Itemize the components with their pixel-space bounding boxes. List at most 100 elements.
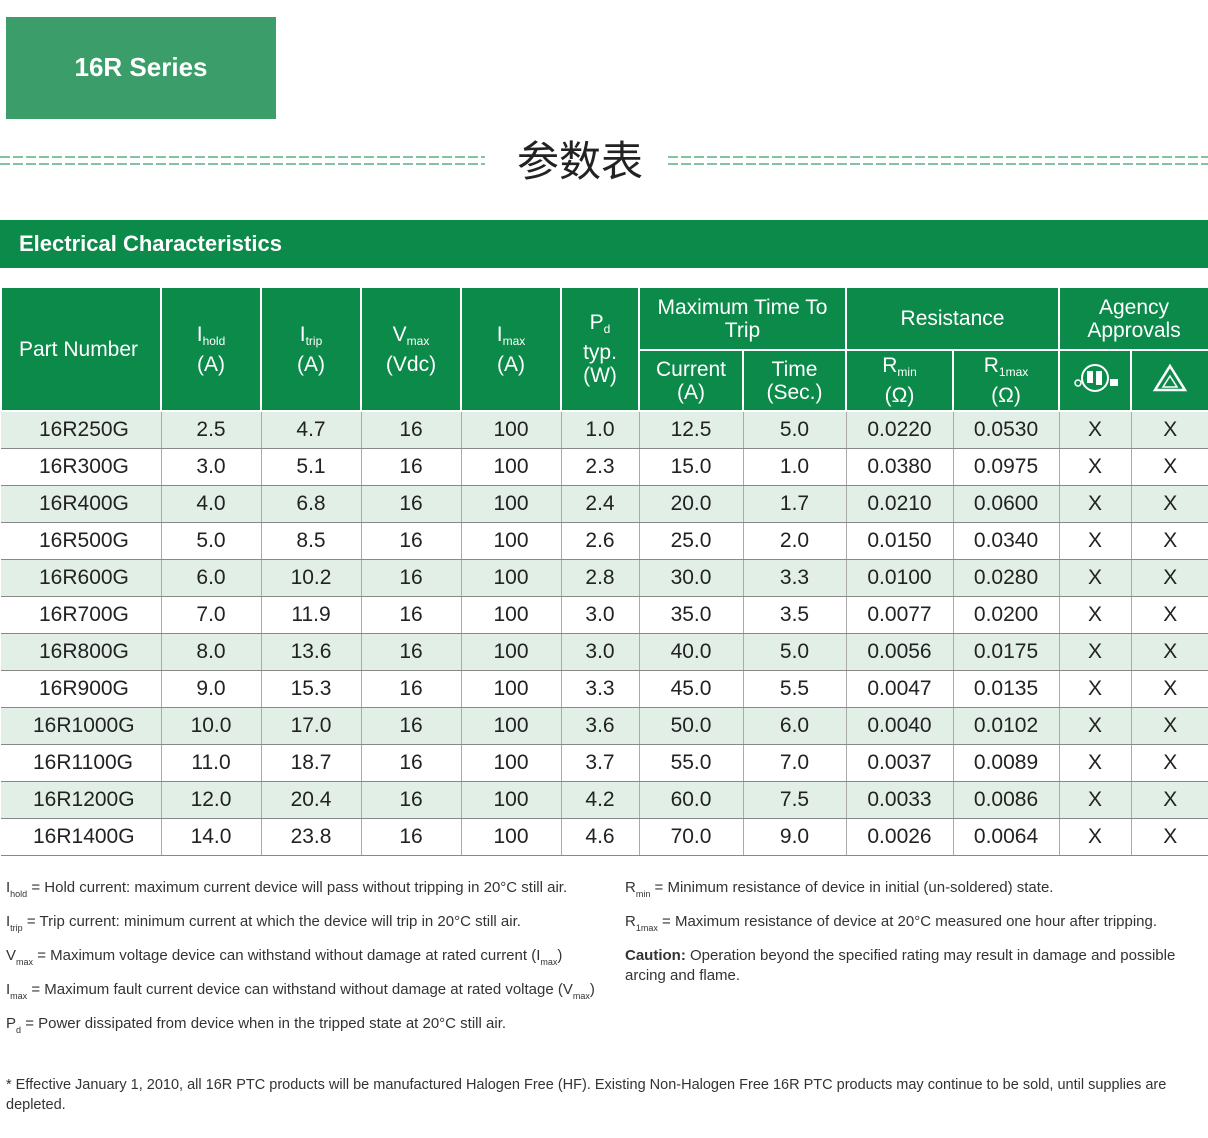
cell: 7.0 [742, 744, 846, 782]
cell: X [1058, 818, 1132, 856]
table-row: 16R250G 2.5 4.7 16 100 1.0 12.5 5.0 0.0220 0.0530… [1, 411, 1208, 449]
cell: 17.0 [260, 707, 361, 745]
header-line: Current [655, 357, 727, 381]
cell: 11.9 [260, 596, 361, 634]
note-text: ) [557, 947, 563, 964]
note-text: R [625, 879, 636, 896]
header-symbol: Pd [562, 311, 638, 341]
cell: X [1130, 707, 1208, 745]
cell: X [1130, 448, 1208, 486]
subscript: max [10, 991, 28, 1001]
cell: 16 [360, 522, 461, 560]
section-bar: Electrical Characteristics [0, 220, 1208, 268]
header-cell: Itrip (A) [260, 286, 362, 412]
header-line: (A) [297, 352, 325, 376]
cell: 0.0220 [845, 411, 953, 449]
note: Pd = Power dissipated from device when i… [6, 1014, 616, 1040]
cell: 60.0 [638, 781, 743, 819]
cell: 0.0175 [952, 633, 1060, 671]
header-symbol: Imax [462, 323, 560, 353]
caution: Caution: Operation beyond the specified … [625, 946, 1200, 986]
cell: X [1058, 781, 1132, 819]
cell: 3.5 [742, 596, 846, 634]
cell: 100 [460, 485, 561, 523]
table-row: 16R700G 7.0 11.9 16 100 3.0 35.0 3.5 0.0077 0.020… [1, 596, 1208, 634]
cell: 7.0 [160, 596, 261, 634]
cell: 0.0086 [952, 781, 1060, 819]
cell: 0.0056 [845, 633, 953, 671]
cell: 23.8 [260, 818, 361, 856]
note-text: = Trip current: minimum current at which… [22, 913, 521, 930]
notes-right: Rmin = Minimum resistance of device in i… [625, 878, 1200, 986]
cell: X [1058, 744, 1132, 782]
note-text: P [6, 1015, 17, 1032]
cell: 5.0 [160, 522, 261, 560]
cell: 9.0 [742, 818, 846, 856]
cell: X [1058, 707, 1132, 745]
subscript: max [16, 957, 34, 967]
cell: 3.0 [560, 633, 639, 671]
note-text: = Hold current: maximum current device w… [27, 879, 568, 896]
note-text: = Maximum fault current device can withs… [27, 981, 573, 998]
note-text: R [625, 913, 636, 930]
cell: X [1058, 485, 1132, 523]
cell: 0.0100 [845, 559, 953, 597]
cell: 20.0 [638, 485, 743, 523]
cell: 0.0135 [952, 670, 1060, 708]
group-header: Maximum Time To Trip [638, 286, 847, 351]
cell: X [1130, 559, 1208, 597]
cell: 8.0 [160, 633, 261, 671]
cell: 10.2 [260, 559, 361, 597]
cell: 16 [360, 485, 461, 523]
cell: 4.7 [260, 411, 361, 449]
group-label: Agency Approvals [1087, 295, 1181, 342]
table-row: 16R600G 6.0 10.2 16 100 2.8 30.0 3.3 0.0100 0.028… [1, 559, 1208, 597]
part-number: 16R400G [1, 485, 161, 523]
cell: 0.0530 [952, 411, 1060, 449]
note: R1max = Maximum resistance of device at … [625, 912, 1200, 938]
cell: 45.0 [638, 670, 743, 708]
cell: 100 [460, 411, 561, 449]
ul-logo [1058, 349, 1133, 412]
cell: 0.0064 [952, 818, 1060, 856]
part-number: 16R1100G [1, 744, 161, 782]
cell: 11.0 [160, 744, 261, 782]
symbol: I [299, 322, 306, 346]
cell: 2.3 [560, 448, 639, 486]
table-row: 16R400G 4.0 6.8 16 100 2.4 20.0 1.7 0.0210 0.0600… [1, 485, 1208, 523]
cell: 16 [360, 559, 461, 597]
subscript: 1max [635, 923, 658, 933]
cell: 15.0 [638, 448, 743, 486]
footer-note: * Effective January 1, 2010, all 16R PTC… [6, 1077, 1167, 1113]
cell: 0.0040 [845, 707, 953, 745]
cell: 16 [360, 411, 461, 449]
cell: 1.7 [742, 485, 846, 523]
cell: 16 [360, 744, 461, 782]
cell: 4.0 [160, 485, 261, 523]
cell: X [1058, 633, 1132, 671]
part-number: 16R800G [1, 633, 161, 671]
cell: 3.0 [560, 596, 639, 634]
symbol: R [882, 354, 898, 377]
subscript: trip [10, 923, 23, 933]
note-text: V [6, 947, 17, 964]
cell: 3.6 [560, 707, 639, 745]
cell: 16 [360, 596, 461, 634]
part-number: 16R1400G [1, 818, 161, 856]
cell: 0.0340 [952, 522, 1060, 560]
note-text: = Maximum resistance of device at 20°C m… [657, 913, 1158, 930]
notes-left: Ihold = Hold current: maximum current de… [6, 878, 616, 1048]
cell: 10.0 [160, 707, 261, 745]
part-number: 16R300G [1, 448, 161, 486]
cell: 30.0 [638, 559, 743, 597]
table-row: 16R300G 3.0 5.1 16 100 2.3 15.0 1.0 0.0380 0.0975… [1, 448, 1208, 486]
cell: 0.0280 [952, 559, 1060, 597]
part-number: 16R1200G [1, 781, 161, 819]
cell: 100 [460, 818, 561, 856]
header-symbol: R1max [954, 354, 1058, 384]
cell: 0.0210 [845, 485, 953, 523]
subscript: d [603, 322, 611, 336]
cell: 15.3 [260, 670, 361, 708]
symbol: I [496, 322, 503, 346]
subscript: 1max [998, 365, 1029, 379]
